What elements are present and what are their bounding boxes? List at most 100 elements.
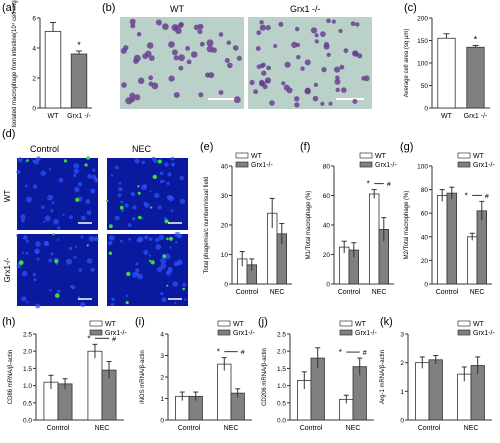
- significance-mark: *: [77, 40, 81, 50]
- macrophage-dot: [182, 287, 185, 291]
- bar: [368, 193, 380, 285]
- nucleus-dot: [23, 235, 28, 240]
- macrophage-dot: [138, 215, 142, 220]
- legend-label: WT: [375, 153, 387, 160]
- legend-label: Grx1-/-: [355, 330, 377, 337]
- panel-letter-i: (i): [135, 316, 145, 328]
- legend-swatch: [339, 329, 353, 336]
- cell-dot: [178, 65, 184, 71]
- nucleus-dot: [87, 258, 93, 264]
- x-tick-label: Grx1 -/-: [464, 113, 488, 120]
- nucleus-dot: [143, 249, 149, 255]
- nucleus-dot: [156, 266, 163, 273]
- cell-dot: [265, 25, 271, 31]
- nucleus-dot: [32, 272, 37, 277]
- cell-dot: [304, 88, 311, 95]
- cell-dot: [265, 79, 270, 84]
- macrophage-dot: [157, 159, 162, 164]
- nucleus-dot: [25, 239, 29, 243]
- nucleus-dot: [50, 252, 54, 256]
- nucleus-dot: [155, 244, 162, 250]
- nucleus-dot: [68, 246, 73, 251]
- nucleus-dot: [20, 214, 26, 220]
- nucleus-dot: [120, 200, 124, 204]
- nucleus-dot: [110, 174, 114, 177]
- nucleus-dot: [137, 236, 144, 242]
- nucleus-dot: [154, 192, 160, 199]
- panel-letter-g: (g): [400, 141, 413, 153]
- cell-dot: [233, 96, 241, 104]
- x-tick-label: WT: [441, 113, 453, 120]
- nucleus-dot: [177, 233, 183, 239]
- y-tick-label: 20: [323, 252, 331, 259]
- cell-dot: [206, 39, 214, 47]
- nucleus-dot: [160, 257, 167, 264]
- panel-letter-f: (f): [300, 141, 310, 153]
- cell-dot: [334, 78, 341, 85]
- nucleus-dot: [167, 267, 173, 273]
- x-tick-label: Control: [236, 289, 259, 296]
- macrophage-dot: [54, 259, 59, 264]
- nucleus-dot: [114, 215, 120, 221]
- macrophage-dot: [26, 159, 29, 162]
- significance-mark: #: [363, 350, 367, 357]
- y-tick-label: 2.0: [277, 349, 286, 356]
- chart-a: 0 2 4 6 Isolated macrophage from intestine(1…: [11, 0, 92, 128]
- nucleus-dot: [92, 168, 96, 172]
- nucleus-dot: [78, 268, 82, 272]
- bar: [466, 236, 478, 285]
- nucleus-dot: [71, 285, 76, 290]
- significance-mark: #: [112, 336, 116, 343]
- nucleus-dot: [34, 248, 40, 254]
- legend-label: WT: [355, 321, 367, 328]
- nucleus-dot: [21, 251, 25, 254]
- y-tick-label: 1: [160, 396, 164, 403]
- row-label-grx: Grx1-/-: [3, 257, 12, 282]
- macrophage-dot: [125, 301, 129, 305]
- cell-dot: [151, 82, 159, 90]
- nucleus-dot: [58, 177, 64, 183]
- nucleus-dot: [164, 162, 169, 167]
- nucleus-dot: [114, 165, 119, 170]
- nucleus-dot: [135, 268, 140, 273]
- nucleus-dot: [160, 263, 167, 269]
- cell-dot: [168, 41, 175, 48]
- nucleus-dot: [26, 301, 29, 304]
- macrophage-dot: [52, 233, 55, 236]
- nucleus-dot: [48, 258, 53, 263]
- panel-letter-c: (c): [404, 2, 417, 14]
- nucleus-dot: [174, 241, 178, 244]
- x-tick-label: NEC: [224, 425, 239, 432]
- macrophage-dot: [106, 199, 109, 202]
- chart-j: 0.0 0.5 1.0 1.5 2.0 2.5 CD206 mRNA/β-actin Cont…: [262, 320, 377, 432]
- panel-letter-a: (a): [2, 2, 15, 14]
- cell-dot: [335, 75, 340, 80]
- nucleus-dot: [85, 199, 91, 204]
- legend-swatch: [89, 329, 103, 336]
- cell-dot: [138, 77, 145, 85]
- nucleus-dot: [51, 201, 55, 205]
- cell-dot: [296, 55, 301, 60]
- bar: [437, 37, 456, 109]
- nucleus-dot: [118, 182, 122, 185]
- cell-dot: [320, 101, 325, 106]
- panel-letter-j: (j): [258, 316, 268, 328]
- y-axis-label: M1/Total macrophage (%): [306, 191, 312, 260]
- nucleus-dot: [125, 294, 129, 297]
- cell-dot: [304, 59, 311, 66]
- nucleus-dot: [109, 235, 115, 241]
- y-tick-label: 40: [221, 164, 229, 171]
- cell-dot: [253, 89, 258, 95]
- panel-letter-h: (h): [2, 316, 15, 328]
- legend-swatch: [457, 329, 471, 336]
- legend-label: Grx1-/-: [375, 162, 397, 169]
- nucleus-dot: [25, 251, 29, 255]
- cell-dot: [314, 33, 319, 38]
- x-tick-label: Control: [436, 289, 459, 296]
- nucleus-dot: [87, 173, 92, 179]
- nucleus-dot: [135, 272, 139, 276]
- nucleus-dot: [170, 162, 176, 167]
- y-tick-label: 2: [160, 375, 164, 382]
- x-tick-label: NEC: [464, 425, 479, 432]
- nucleus-dot: [90, 188, 96, 194]
